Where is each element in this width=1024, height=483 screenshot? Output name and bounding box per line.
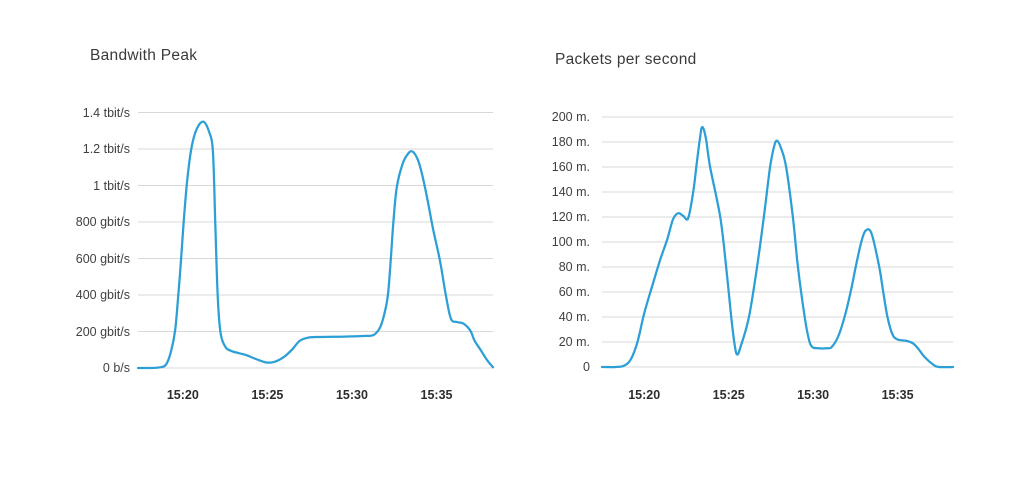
y-tick-label: 1.4 tbit/s [82,105,130,120]
x-tick-label: 15:30 [797,388,830,402]
series-line [136,120,495,370]
series-line [600,125,955,369]
y-tick-label: 160 m. [551,159,590,174]
y-tick-label: 80 m. [558,259,590,274]
y-tick-label: 0 b/s [102,360,130,375]
y-tick-label: 100 m. [551,234,590,249]
y-tick-label: 600 gbit/s [75,251,130,266]
packets-per-second-chart-title: Packets per second [555,51,697,68]
y-tick-label: 120 m. [551,209,590,224]
y-tick-label: 1 tbit/s [93,178,130,193]
y-tick-label: 200 gbit/s [75,324,130,339]
y-tick-label: 0 [583,359,590,374]
y-tick-label: 400 gbit/s [75,287,130,302]
y-tick-label: 1.2 tbit/s [82,141,130,156]
x-tick-label: 15:25 [712,388,745,402]
y-tick-label: 140 m. [551,184,590,199]
x-tick-label: 15:20 [628,388,661,402]
bandwidth-peak-chart-title: Bandwith Peak [90,47,198,64]
y-tick-label: 180 m. [551,134,590,149]
y-tick-label: 800 gbit/s [75,214,130,229]
y-tick-label: 40 m. [558,309,590,324]
x-tick-label: 15:25 [251,388,284,402]
x-tick-label: 15:35 [881,388,914,402]
x-tick-label: 15:30 [335,388,368,402]
y-tick-label: 20 m. [558,334,590,349]
y-tick-label: 200 m. [551,109,590,124]
x-tick-label: 15:35 [420,388,453,402]
x-tick-label: 15:20 [166,388,199,402]
y-tick-label: 60 m. [558,284,590,299]
